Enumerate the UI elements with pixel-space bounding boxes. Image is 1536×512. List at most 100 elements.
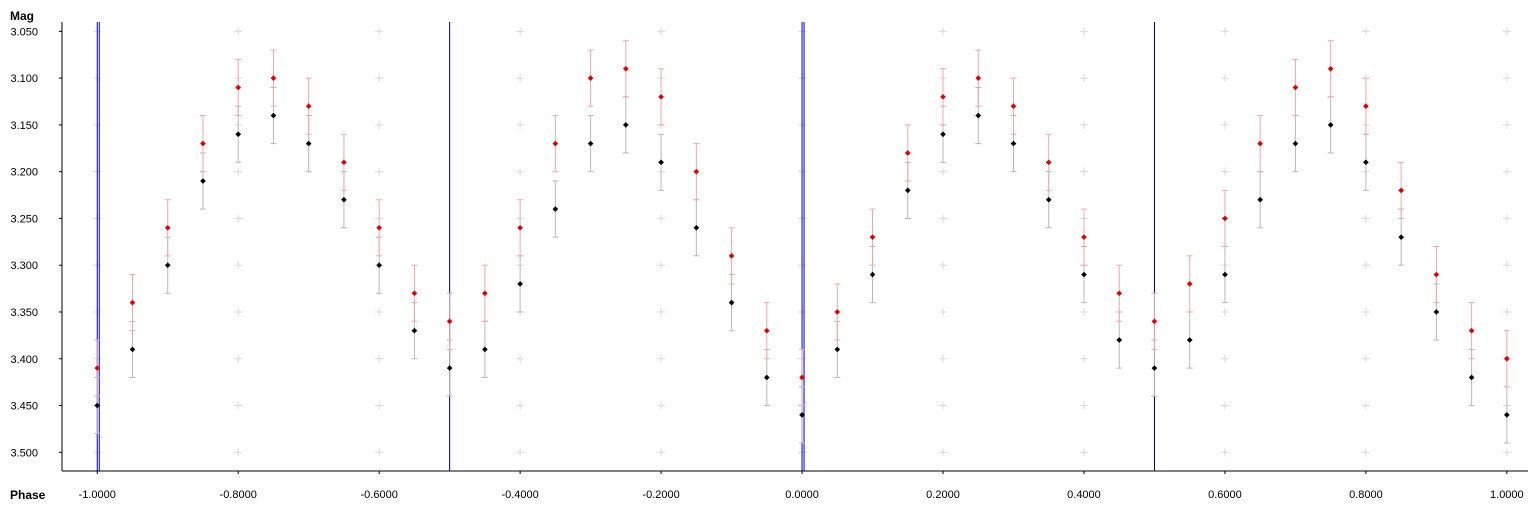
x-tick-label: -0.4000 — [501, 489, 538, 501]
data-point — [1257, 196, 1264, 203]
series-1 — [94, 40, 1510, 407]
y-tick-label: 3.100 — [10, 73, 38, 85]
x-tick-label: 0.4000 — [1067, 489, 1101, 501]
data-point — [129, 299, 136, 306]
data-point — [1186, 337, 1193, 343]
x-tick-label: 0.0000 — [785, 489, 819, 501]
data-point — [411, 290, 418, 297]
data-point — [587, 75, 594, 81]
data-point — [552, 206, 559, 212]
data-point — [1327, 65, 1334, 72]
data-point — [693, 168, 700, 175]
data-point — [200, 140, 206, 147]
data-point — [1292, 140, 1299, 147]
y-axis-title: Mag — [10, 9, 34, 23]
data-point — [1257, 140, 1264, 147]
x-tick-labels: -1.0000 -0.8000 -0.6000 -0.4000 -0.2000 0.000… — [79, 471, 1524, 501]
data-point — [869, 271, 876, 278]
data-point — [693, 224, 700, 231]
data-point — [1222, 271, 1228, 278]
data-point — [1116, 290, 1123, 297]
x-tick-label: 0.8000 — [1349, 489, 1383, 501]
data-point — [869, 234, 876, 240]
data-point — [94, 402, 101, 409]
data-point — [446, 365, 453, 371]
data-point — [341, 196, 347, 203]
data-point — [1398, 234, 1404, 240]
data-point — [728, 299, 735, 306]
y-tick-labels: 3.050 3.100 3.150 3.200 3.250 3.300 3.350 3.400… — [10, 26, 62, 459]
data-point — [799, 412, 805, 418]
data-point — [1186, 281, 1193, 287]
x-tick-label: 1.0000 — [1490, 489, 1524, 501]
data-point — [1081, 234, 1087, 240]
y-tick-label: 3.500 — [10, 447, 38, 459]
data-series — [94, 40, 1510, 444]
data-point — [164, 262, 171, 269]
data-point — [94, 365, 101, 371]
x-tick-label: -0.8000 — [220, 489, 257, 501]
data-point — [1363, 103, 1369, 110]
data-point — [1151, 365, 1158, 371]
data-point — [341, 159, 347, 166]
data-point — [270, 112, 277, 119]
data-point — [164, 224, 171, 231]
x-tick-label: 0.6000 — [1208, 489, 1242, 501]
data-point — [200, 178, 206, 184]
data-point — [834, 346, 841, 353]
data-point — [1116, 337, 1123, 343]
data-point — [552, 140, 559, 147]
data-point — [482, 346, 488, 353]
data-point — [587, 140, 594, 147]
data-point — [1468, 327, 1475, 334]
data-point — [1468, 374, 1475, 381]
data-point — [1151, 318, 1158, 325]
data-point — [305, 140, 312, 147]
data-point — [482, 290, 488, 297]
data-point — [1081, 271, 1087, 278]
x-tick-label: -0.2000 — [642, 489, 679, 501]
data-point — [1504, 412, 1510, 418]
data-point — [763, 327, 770, 334]
y-tick-label: 3.250 — [10, 213, 38, 225]
data-point — [517, 281, 523, 287]
data-point — [728, 253, 735, 259]
data-point — [658, 94, 664, 100]
y-tick-label: 3.200 — [10, 167, 38, 179]
data-point — [1398, 187, 1404, 194]
data-point — [1010, 103, 1017, 110]
data-point — [129, 346, 136, 353]
y-tick-label: 3.300 — [10, 260, 38, 272]
data-point — [517, 224, 523, 231]
x-axis-title: Phase — [10, 488, 46, 502]
data-point — [623, 122, 629, 128]
data-point — [446, 318, 453, 325]
data-point — [1010, 140, 1017, 147]
data-point — [799, 374, 805, 381]
data-point — [940, 131, 946, 138]
y-tick-label: 3.050 — [10, 26, 38, 38]
data-point — [376, 262, 382, 269]
x-tick-label: -0.6000 — [361, 489, 398, 501]
data-point — [270, 75, 277, 81]
data-point — [763, 374, 770, 381]
data-point — [834, 309, 841, 315]
data-point — [975, 75, 982, 81]
data-point — [1045, 159, 1052, 166]
y-tick-label: 3.400 — [10, 354, 38, 366]
data-point — [376, 224, 382, 231]
data-point — [235, 84, 242, 91]
data-point — [411, 327, 418, 334]
data-point — [658, 159, 664, 166]
data-point — [1327, 122, 1334, 128]
data-point — [1292, 84, 1299, 91]
y-tick-label: 3.150 — [10, 120, 38, 132]
data-point — [1045, 196, 1052, 203]
data-point — [235, 131, 242, 138]
x-tick-label: -1.0000 — [79, 489, 116, 501]
data-point — [904, 150, 911, 156]
data-point — [975, 112, 982, 119]
x-tick-label: 0.2000 — [926, 489, 960, 501]
data-point — [305, 103, 312, 110]
